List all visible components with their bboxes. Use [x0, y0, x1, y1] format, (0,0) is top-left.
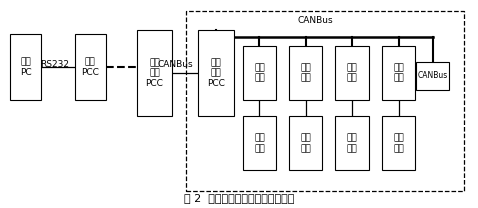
- Text: 扩展
模块: 扩展 模块: [300, 63, 311, 83]
- Bar: [243, 116, 276, 170]
- Bar: [382, 116, 415, 170]
- Text: 其它
分站
PCC: 其它 分站 PCC: [145, 58, 163, 88]
- Bar: [335, 46, 369, 100]
- Text: CANBus: CANBus: [417, 71, 447, 80]
- Bar: [75, 34, 106, 100]
- Text: 热泵
机组: 热泵 机组: [393, 134, 404, 153]
- Text: 暖通
分站
PCC: 暖通 分站 PCC: [207, 58, 225, 88]
- Text: 主站
PCC: 主站 PCC: [81, 57, 99, 77]
- Text: 风机
盘管: 风机 盘管: [300, 134, 311, 153]
- Text: 图 2  暖通空调系统控制网络拓扑图: 图 2 暖通空调系统控制网络拓扑图: [184, 193, 294, 203]
- Bar: [243, 46, 276, 100]
- Bar: [137, 30, 172, 116]
- Bar: [289, 116, 322, 170]
- Text: 一次
回风: 一次 回风: [254, 134, 265, 153]
- Text: CANBus: CANBus: [297, 16, 333, 25]
- Text: 排风
排烟: 排风 排烟: [347, 134, 358, 153]
- Text: 上位
PC: 上位 PC: [20, 57, 32, 77]
- Bar: [10, 34, 41, 100]
- Bar: [416, 62, 449, 89]
- Text: 扩展
模块: 扩展 模块: [254, 63, 265, 83]
- Bar: [198, 30, 234, 116]
- Text: 扩展
模块: 扩展 模块: [347, 63, 358, 83]
- Text: RS232: RS232: [40, 60, 69, 69]
- Bar: [335, 116, 369, 170]
- Text: 扩展
模块: 扩展 模块: [393, 63, 404, 83]
- Bar: [289, 46, 322, 100]
- Text: CANBus: CANBus: [157, 60, 193, 69]
- Bar: [382, 46, 415, 100]
- Bar: [185, 11, 465, 191]
